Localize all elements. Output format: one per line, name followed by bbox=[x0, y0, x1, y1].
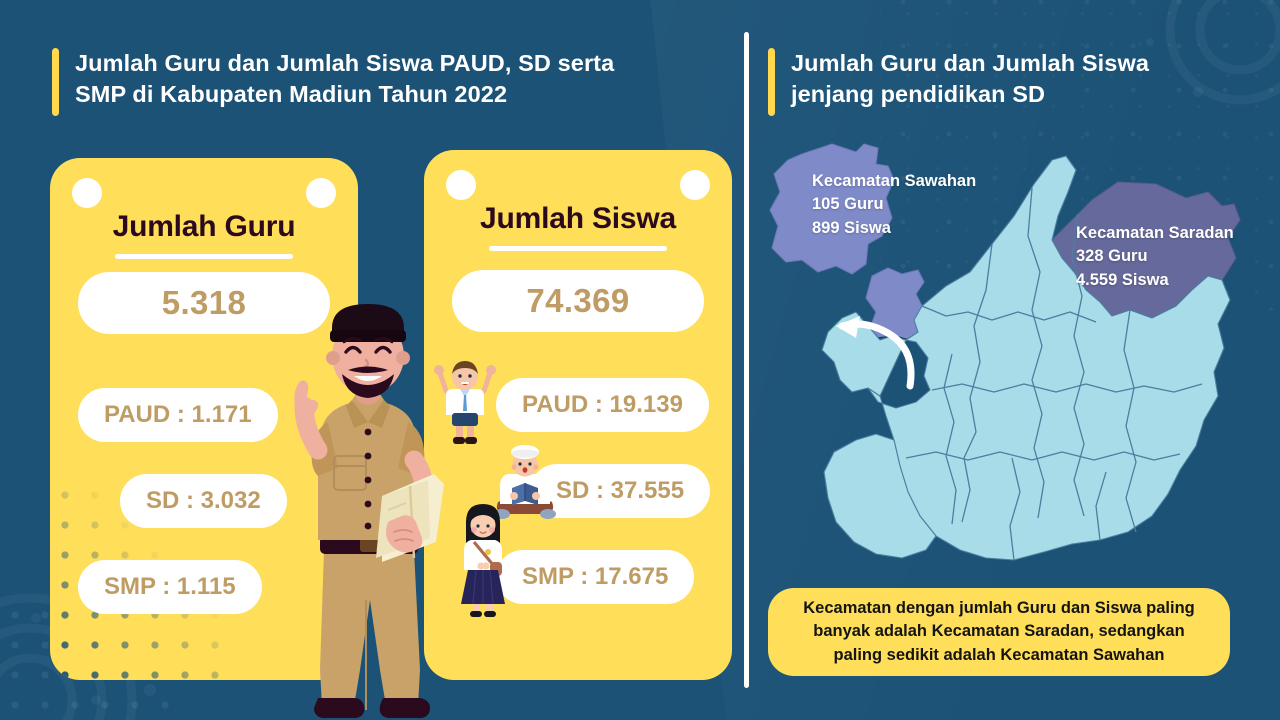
right-panel-title: Jumlah Guru dan Jumlah Siswa jenjang pen… bbox=[768, 48, 1149, 116]
right-panel-title-text: Jumlah Guru dan Jumlah Siswa jenjang pen… bbox=[791, 50, 1149, 108]
kabupaten-madiun-map bbox=[756, 140, 1264, 570]
title-accent-bar bbox=[768, 48, 775, 116]
title-accent-bar bbox=[52, 48, 59, 116]
map-summary-caption: Kecamatan dengan jumlah Guru dan Siswa p… bbox=[768, 588, 1230, 676]
map-label-sawahan: Kecamatan Sawahan 105 Guru 899 Siswa bbox=[812, 172, 977, 237]
left-panel-title-text: Jumlah Guru dan Jumlah Siswa PAUD, SD se… bbox=[75, 50, 615, 108]
student-sd-illustration bbox=[494, 445, 556, 519]
breakdown-pill-sd: SD : 3.032 bbox=[120, 474, 287, 528]
card-punch-hole-left-icon bbox=[72, 178, 102, 208]
total-value-pill: 5.318 bbox=[78, 272, 330, 334]
map-summary-caption-text: Kecamatan dengan jumlah Guru dan Siswa p… bbox=[803, 598, 1195, 664]
card-punch-hole-right-icon bbox=[680, 170, 710, 200]
panel-divider bbox=[744, 32, 749, 688]
card-punch-hole-left-icon bbox=[446, 170, 476, 200]
card-heading: Jumlah Guru bbox=[112, 210, 296, 243]
card-divider-rule bbox=[489, 246, 667, 251]
left-panel-title: Jumlah Guru dan Jumlah Siswa PAUD, SD se… bbox=[52, 48, 614, 116]
map-region-sawahan-inset bbox=[769, 143, 895, 275]
breakdown-pill-paud: PAUD : 1.171 bbox=[78, 388, 278, 442]
breakdown-pill-smp: SMP : 17.675 bbox=[496, 550, 695, 604]
total-value-pill: 74.369 bbox=[452, 270, 704, 332]
teacher-illustration bbox=[294, 304, 444, 718]
map-pointer-arrow-icon bbox=[836, 316, 915, 390]
card-divider-rule bbox=[115, 254, 293, 259]
breakdown-pill-smp: SMP : 1.115 bbox=[78, 560, 262, 614]
student-smp-illustration bbox=[461, 504, 505, 617]
map-region-southwest-lobe bbox=[823, 433, 937, 559]
student-paud-illustration bbox=[434, 361, 496, 444]
stat-card-jumlah-guru: Jumlah Guru 5.318 PAUD : 1.171 SD : 3.03… bbox=[50, 158, 358, 680]
card-heading: Jumlah Siswa bbox=[479, 202, 676, 235]
map-region-main-body bbox=[867, 155, 1231, 561]
map-label-saradan: Kecamatan Saradan 328 Guru 4.559 Siswa bbox=[1076, 224, 1234, 289]
breakdown-pill-paud: PAUD : 19.139 bbox=[496, 378, 709, 432]
card-punch-hole-right-icon bbox=[306, 178, 336, 208]
breakdown-pill-sd: SD : 37.555 bbox=[530, 464, 711, 518]
stat-card-jumlah-siswa: Jumlah Siswa 74.369 PAUD : 19.139 SD : 3… bbox=[424, 150, 732, 680]
